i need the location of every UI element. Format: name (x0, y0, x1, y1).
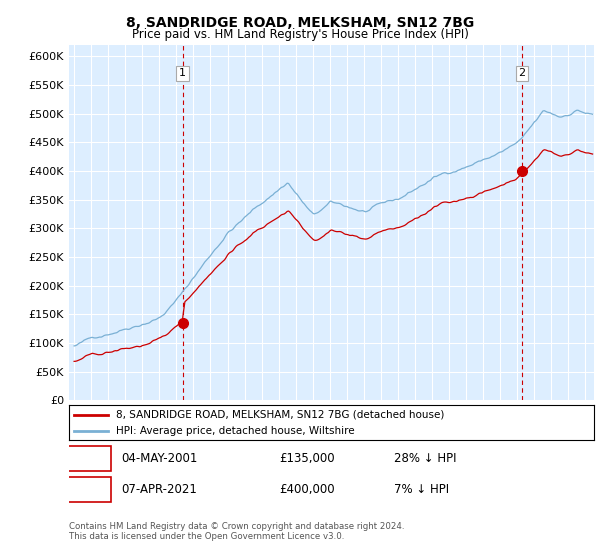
Text: 1: 1 (179, 68, 186, 78)
Text: 1: 1 (82, 452, 90, 465)
Text: Price paid vs. HM Land Registry's House Price Index (HPI): Price paid vs. HM Land Registry's House … (131, 28, 469, 41)
FancyBboxPatch shape (61, 446, 111, 471)
Text: 04-MAY-2001: 04-MAY-2001 (121, 452, 198, 465)
Text: Contains HM Land Registry data © Crown copyright and database right 2024.
This d: Contains HM Land Registry data © Crown c… (69, 522, 404, 542)
Text: 07-APR-2021: 07-APR-2021 (121, 483, 197, 496)
Text: 7% ↓ HPI: 7% ↓ HPI (395, 483, 449, 496)
Text: 2: 2 (82, 483, 90, 496)
Text: £135,000: £135,000 (279, 452, 335, 465)
Text: 8, SANDRIDGE ROAD, MELKSHAM, SN12 7BG (detached house): 8, SANDRIDGE ROAD, MELKSHAM, SN12 7BG (d… (116, 409, 445, 419)
Text: £400,000: £400,000 (279, 483, 335, 496)
Text: 28% ↓ HPI: 28% ↓ HPI (395, 452, 457, 465)
Text: HPI: Average price, detached house, Wiltshire: HPI: Average price, detached house, Wilt… (116, 426, 355, 436)
Text: 8, SANDRIDGE ROAD, MELKSHAM, SN12 7BG: 8, SANDRIDGE ROAD, MELKSHAM, SN12 7BG (126, 16, 474, 30)
FancyBboxPatch shape (61, 477, 111, 502)
Text: 2: 2 (518, 68, 526, 78)
